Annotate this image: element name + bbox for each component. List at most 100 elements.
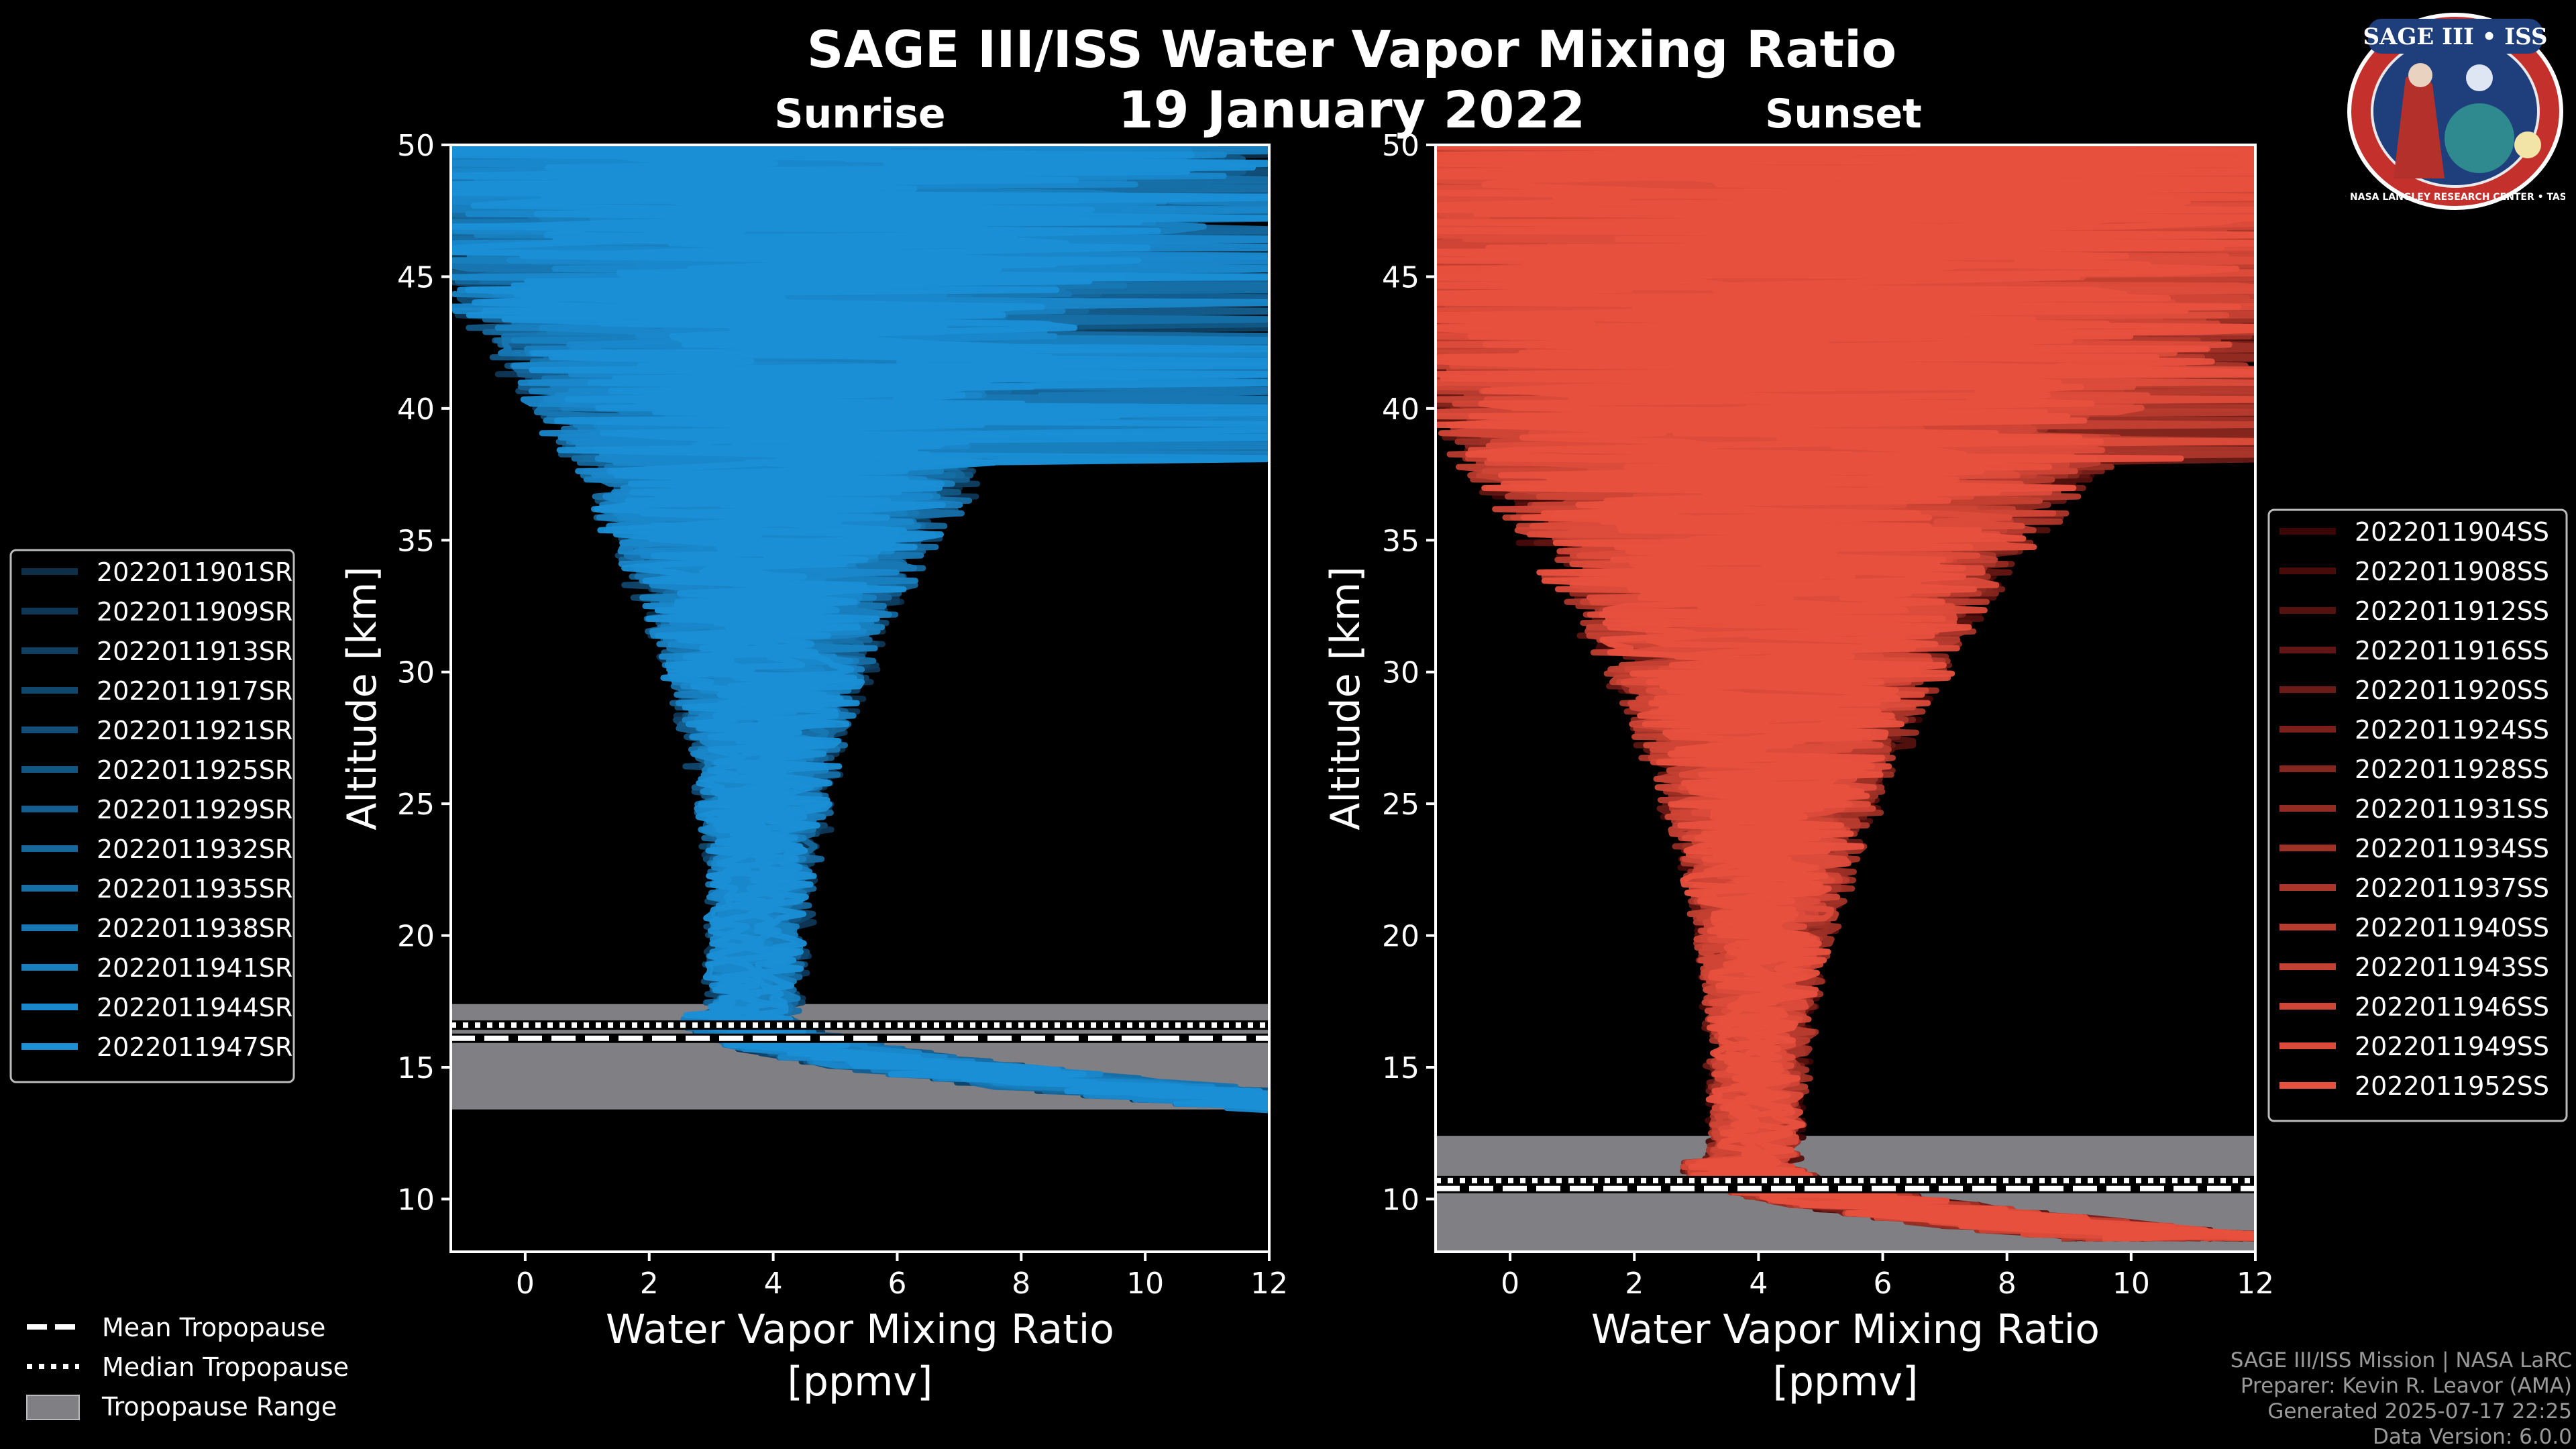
legend-entry: 2022011908SS (2355, 557, 2549, 586)
legend-entry: 2022011949SS (2355, 1032, 2549, 1061)
x-tick-label: 4 (1749, 1267, 1768, 1301)
x-tick-label: 0 (1501, 1267, 1519, 1301)
legend-sunrise: 2022011901SR 2022011909SR 2022011913SR 2022… (9, 549, 295, 1083)
credit-line-4: Data Version: 6.0.0 (2373, 1425, 2572, 1449)
legend-entry: 2022011940SS (2355, 913, 2549, 943)
axes-frame (449, 144, 1271, 1253)
y-tick-label: 35 (397, 524, 435, 558)
legend-entry: 2022011909SR (97, 597, 292, 627)
legend-tropopause: Mean Tropopause Median Tropopause Tropopau… (26, 1313, 349, 1421)
legend-range-label: Tropopause Range (101, 1392, 337, 1421)
x-tick-label: 6 (1874, 1267, 1892, 1301)
legend-frame (2267, 508, 2568, 1122)
y-tick-label: 15 (397, 1051, 435, 1085)
logo-sage-figure-icon (2394, 74, 2445, 178)
legend-entry: 2022011928SS (2355, 755, 2549, 784)
legend-entry: 2022011931SS (2355, 794, 2549, 824)
y-tick-label: 20 (397, 920, 435, 954)
legend-entry: 2022011917SR (97, 676, 292, 706)
y-tick-label: 30 (1382, 656, 1419, 690)
logo-title: SAGE III • ISS (2363, 23, 2547, 50)
y-tick-label: 10 (397, 1183, 435, 1217)
y-tick-label: 30 (397, 656, 435, 690)
legend-entry: 2022011952SS (2355, 1071, 2549, 1101)
logo-sun-icon (2514, 131, 2541, 158)
legend-entry: 2022011920SS (2355, 676, 2549, 705)
legend-entry: 2022011934SS (2355, 834, 2549, 863)
legend-entry: 2022011924SS (2355, 715, 2549, 745)
legend-sunset: 2022011904SS 2022011908SS 2022011912SS 2022… (2267, 508, 2568, 1122)
legend-entry: 2022011943SS (2355, 953, 2549, 982)
chart-panel-sunrise: Sunrise 0 2 4 6 8 10 12 10 15 20 25 30 35 40 45 50 Water … (339, 91, 1288, 1405)
logo-earth-icon (2445, 103, 2514, 173)
y-tick-label: 10 (1382, 1183, 1419, 1217)
panel-title: Sunset (1765, 91, 1922, 138)
legend-range-swatch (26, 1395, 80, 1420)
x-axis-label: Water Vapor Mixing Ratio [ppmv] (606, 1306, 1114, 1405)
figure-date: 19 January 2022 (1118, 80, 1585, 140)
y-tick-label: 45 (397, 260, 435, 294)
legend-entry: 2022011937SS (2355, 873, 2549, 903)
x-tick-label: 8 (1012, 1267, 1030, 1301)
x-tick-label: 12 (1250, 1267, 1288, 1301)
y-tick-label: 50 (1382, 129, 1419, 163)
legend-entry: 2022011935SR (97, 874, 292, 904)
profile-line-2022011947SR (451, 145, 1269, 1110)
legend-entry: 2022011947SR (97, 1032, 292, 1062)
y-axis-label: Altitude [km] (1322, 566, 1369, 830)
logo-ring-text: BALL • NASA LANGLEY RESEARCH CENTER • TA… (2345, 192, 2565, 203)
legend-entry: 2022011946SS (2355, 992, 2549, 1022)
plot-area (1436, 145, 2255, 1252)
credit-line-2: Preparer: Kevin R. Leavor (AMA) (2241, 1374, 2572, 1398)
legend-entry: 2022011944SR (97, 993, 292, 1022)
logo-moon-icon (2466, 64, 2493, 91)
y-axis-label: Altitude [km] (339, 566, 386, 830)
credit-line-1: SAGE III/ISS Mission | NASA LaRC (2231, 1348, 2572, 1373)
x-tick-label: 2 (1625, 1267, 1644, 1301)
x-tick-label: 2 (640, 1267, 659, 1301)
y-tick-label: 25 (397, 788, 435, 822)
credits: SAGE III/ISS Mission | NASA LaRC Prepare… (2231, 1348, 2572, 1449)
x-tick-label: 10 (2112, 1267, 2150, 1301)
x-tick-label: 6 (888, 1267, 906, 1301)
panel-title: Sunrise (774, 91, 945, 138)
logo-banner (2368, 19, 2542, 54)
x-tick-label: 4 (764, 1267, 783, 1301)
legend-entry: 2022011912SS (2355, 596, 2549, 626)
legend-entry: 2022011904SS (2355, 517, 2549, 547)
y-tick-label: 20 (1382, 920, 1419, 954)
axes-frame (1434, 144, 2257, 1253)
x-tick-label: 8 (1998, 1267, 2017, 1301)
y-tick-label: 45 (1382, 260, 1419, 294)
legend-entry: 2022011932SR (97, 835, 292, 864)
legend-entry: 2022011941SR (97, 953, 292, 983)
x-tick-label: 12 (2237, 1267, 2274, 1301)
y-tick-label: 35 (1382, 524, 1419, 558)
x-axis-label: Water Vapor Mixing Ratio [ppmv] (1591, 1306, 2100, 1405)
x-tick-label: 0 (516, 1267, 535, 1301)
legend-entry: 2022011901SR (97, 557, 292, 587)
legend-frame (9, 549, 295, 1083)
legend-mean-label: Mean Tropopause (102, 1313, 325, 1342)
legend-entry: 2022011925SR (97, 755, 292, 785)
figure-title: SAGE III/ISS Water Vapor Mixing Ratio (807, 19, 1897, 79)
legend-entry: 2022011913SR (97, 637, 292, 666)
chart-panel-sunset: Sunset 0 2 4 6 8 10 12 10 15 20 25 30 35 40 45 50 Water V… (1322, 91, 2274, 1405)
legend-entry: 2022011938SR (97, 914, 292, 943)
profile-line-2022011952SS (1436, 145, 2255, 1240)
credit-line-3: Generated 2025-07-17 22:25 (2267, 1399, 2572, 1424)
y-tick-label: 50 (397, 129, 435, 163)
plot-area (451, 145, 1269, 1114)
y-tick-label: 15 (1382, 1051, 1419, 1085)
y-tick-label: 40 (397, 392, 435, 427)
legend-entry: 2022011916SS (2355, 636, 2549, 665)
y-tick-label: 40 (1382, 392, 1419, 427)
sage-mission-logo: SAGE III • ISS BALL • NASA LANGLEY RESEA… (2345, 13, 2565, 210)
x-tick-label: 10 (1126, 1267, 1164, 1301)
legend-median-label: Median Tropopause (102, 1352, 349, 1382)
legend-entry: 2022011921SR (97, 716, 292, 745)
logo-sage-head-icon (2408, 63, 2432, 87)
y-tick-label: 25 (1382, 788, 1419, 822)
legend-entry: 2022011929SR (97, 795, 292, 824)
